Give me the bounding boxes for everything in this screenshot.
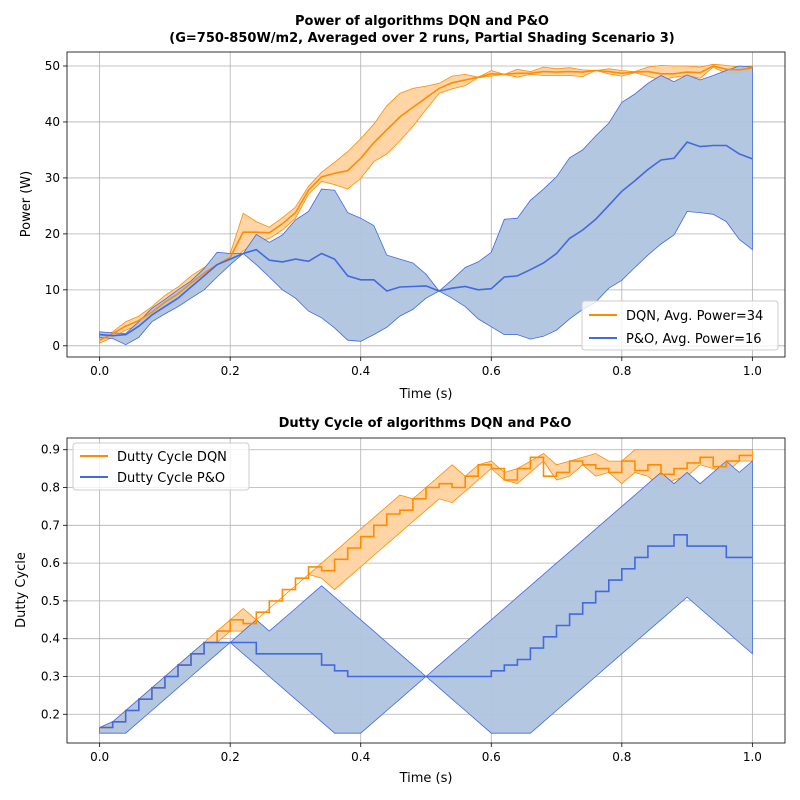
duty-chart-title: Dutty Cycle of algorithms DQN and P&O <box>279 416 572 431</box>
duty-x-tick-label: 0.8 <box>612 750 631 764</box>
duty-y-tick-label: 0.5 <box>41 594 60 608</box>
power-band-po <box>99 65 753 346</box>
duty-legend-label-po: Dutty Cycle P&O <box>117 471 225 486</box>
power-chart-y-axis-label: Power (W) <box>19 171 34 237</box>
power-mean-line-po <box>99 141 753 337</box>
power-x-tick-label: 0.0 <box>90 364 109 378</box>
duty-x-tick-label: 1.0 <box>743 750 762 764</box>
power-legend-label-po: P&O, Avg. Power=16 <box>626 332 762 347</box>
power-mean-line-dqn <box>99 65 753 341</box>
power-chart-lines <box>99 65 753 341</box>
duty-chart-y-ticks: 0.2 0.3 0.4 0.5 0.6 0.7 0.8 0.9 <box>41 443 67 721</box>
duty-y-tick-label: 0.4 <box>41 632 60 646</box>
power-x-tick-label: 0.6 <box>482 364 501 378</box>
power-y-tick-label: 40 <box>45 115 60 129</box>
power-chart-legend: DQN, Avg. Power=34 P&O, Avg. Power=16 <box>581 300 779 351</box>
power-x-tick-label: 0.2 <box>221 364 240 378</box>
power-legend-box <box>581 300 779 351</box>
power-chart-title-line1: Power of algorithms DQN and P&O <box>295 14 549 29</box>
duty-y-tick-label: 0.2 <box>41 707 60 721</box>
duty-y-tick-label: 0.7 <box>41 518 60 532</box>
power-chart-y-ticks: 0 10 20 30 40 50 <box>45 59 67 353</box>
power-legend-label-dqn: DQN, Avg. Power=34 <box>626 309 763 324</box>
power-x-tick-label: 1.0 <box>743 364 762 378</box>
duty-chart-y-axis-label: Dutty Cycle <box>14 552 29 628</box>
duty-chart-x-axis-label: Time (s) <box>399 771 453 786</box>
duty-x-tick-label: 0.4 <box>351 750 370 764</box>
duty-cycle-chart: Dutty Cycle of algorithms DQN and P&O 0.… <box>14 416 786 786</box>
duty-mean-line-po <box>99 534 753 729</box>
duty-y-tick-label: 0.6 <box>41 556 60 570</box>
power-y-tick-label: 10 <box>45 283 60 297</box>
power-y-tick-label: 30 <box>45 171 60 185</box>
power-chart-bands <box>99 63 753 346</box>
duty-x-tick-label: 0.0 <box>90 750 109 764</box>
power-chart-x-axis-label: Time (s) <box>399 387 453 402</box>
duty-y-tick-label: 0.3 <box>41 669 60 683</box>
power-chart: Power of algorithms DQN and P&O (G=750-8… <box>19 14 786 402</box>
duty-x-tick-label: 0.2 <box>221 750 240 764</box>
duty-band-po <box>99 460 753 734</box>
power-x-tick-label: 0.4 <box>351 364 370 378</box>
power-x-tick-label: 0.8 <box>612 364 631 378</box>
duty-y-tick-label: 0.8 <box>41 481 60 495</box>
power-chart-frame <box>66 51 786 358</box>
power-y-tick-label: 0 <box>52 339 60 353</box>
power-chart-x-ticks: 0.0 0.2 0.4 0.6 0.8 1.0 <box>90 357 762 378</box>
power-y-tick-label: 20 <box>45 227 60 241</box>
duty-chart-x-ticks: 0.0 0.2 0.4 0.6 0.8 1.0 <box>90 743 762 764</box>
duty-chart-frame <box>66 437 786 744</box>
duty-legend-box <box>72 442 250 491</box>
power-y-tick-label: 50 <box>45 59 60 73</box>
duty-chart-lines <box>99 454 753 729</box>
power-chart-title-line2: (G=750-850W/m2, Averaged over 2 runs, Pa… <box>169 31 674 46</box>
duty-chart-legend: Dutty Cycle DQN Dutty Cycle P&O <box>72 442 250 491</box>
duty-legend-label-dqn: Dutty Cycle DQN <box>117 450 227 465</box>
duty-y-tick-label: 0.9 <box>41 443 60 457</box>
duty-x-tick-label: 0.6 <box>482 750 501 764</box>
